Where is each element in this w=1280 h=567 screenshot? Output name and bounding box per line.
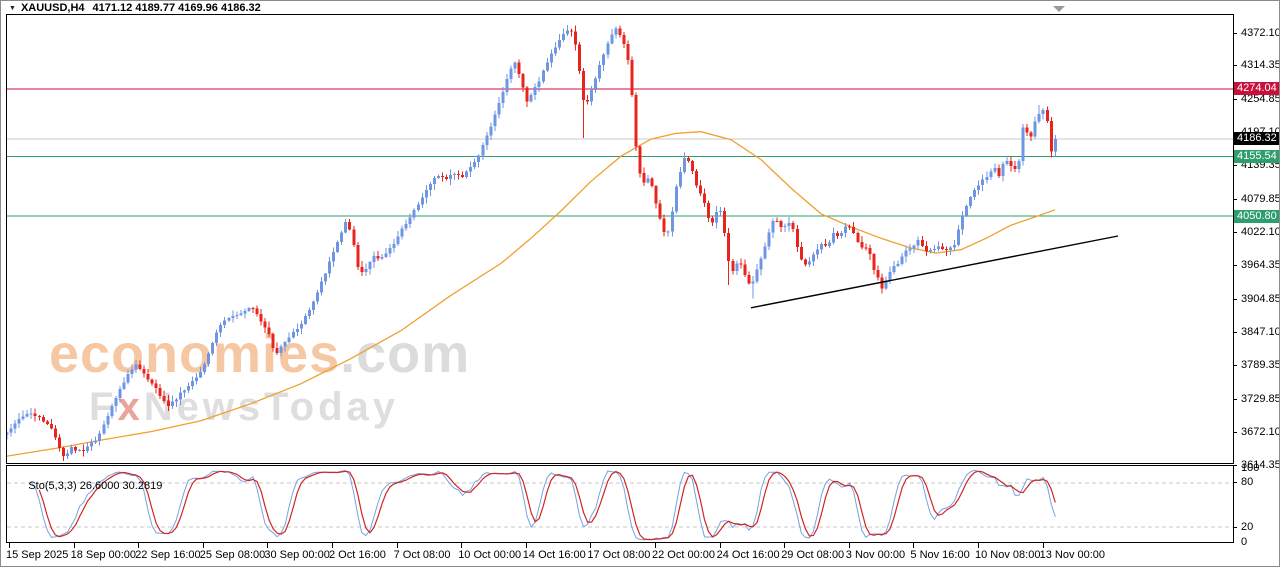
time-label: 22 Oct 00:00 xyxy=(652,549,715,561)
chart-title: ▼ XAUUSD,H4 4171.12 4189.77 4169.96 4186… xyxy=(9,2,261,14)
price-tick xyxy=(1233,398,1237,400)
time-label: 15 Sep 2025 xyxy=(6,549,69,561)
price-level-badge-support: 4050.80 xyxy=(1234,209,1279,223)
time-tick xyxy=(461,543,463,548)
price-tick-label: 3614.35 xyxy=(1241,458,1280,471)
stochastic-canvas[interactable] xyxy=(7,466,1233,542)
price-tick xyxy=(1233,32,1237,34)
stochastic-pane[interactable]: Sto(5,3,3) 26.6000 30.2819 xyxy=(6,465,1234,543)
price-tick xyxy=(1233,232,1237,233)
price-tick-label: 4254.85 xyxy=(1241,93,1280,106)
time-label: 25 Sep 08:00 xyxy=(199,549,266,561)
candles-bear xyxy=(33,25,1053,462)
time-tick xyxy=(848,543,850,548)
time-tick xyxy=(202,543,204,548)
time-label: 18 Sep 00:00 xyxy=(70,549,137,561)
price-tick xyxy=(1233,298,1237,300)
price-tick-label: 4372.10 xyxy=(1241,26,1280,39)
price-tick-label: 3672.10 xyxy=(1241,425,1280,438)
time-label: 29 Oct 08:00 xyxy=(781,549,845,561)
stoch-scale-label: 100 xyxy=(1241,461,1260,474)
time-label: 24 Oct 16:00 xyxy=(716,549,780,561)
time-tick xyxy=(1042,543,1044,548)
stoch-scale-label: 0 xyxy=(1241,535,1248,548)
price-tick xyxy=(1233,265,1237,266)
price-tick-label: 3904.85 xyxy=(1241,292,1280,305)
time-tick xyxy=(138,543,140,548)
stoch-scale-label: 20 xyxy=(1241,520,1254,533)
price-chart-canvas[interactable] xyxy=(7,15,1233,463)
time-label: 3 Nov 00:00 xyxy=(845,549,906,561)
last-bar-shift-marker-icon xyxy=(1053,6,1065,12)
price-tick xyxy=(1233,331,1237,333)
ohlc-values: 4171.12 4189.77 4169.96 4186.32 xyxy=(92,2,261,14)
price-level-badge-current-price: 4186.32 xyxy=(1234,132,1279,146)
stoch-tick xyxy=(1233,482,1237,484)
price-tick-label: 4314.35 xyxy=(1241,59,1280,72)
stoch-scale-label: 80 xyxy=(1241,476,1254,489)
price-tick xyxy=(1233,464,1237,466)
price-tick xyxy=(1233,65,1237,67)
price-level-badge-resistance: 4274.04 xyxy=(1234,82,1279,96)
symbol-timeframe-label: XAUUSD,H4 xyxy=(20,2,85,14)
time-label: 5 Nov 16:00 xyxy=(910,549,970,561)
time-label: 10 Oct 00:00 xyxy=(458,549,522,561)
time-label: 7 Oct 08:00 xyxy=(393,549,451,561)
price-tick-label: 3847.10 xyxy=(1241,325,1280,338)
time-tick xyxy=(525,543,527,548)
stochastic-label: Sto(5,3,3) 26.6000 30.2819 xyxy=(10,468,162,504)
time-tick xyxy=(913,543,915,548)
stochastic-main-value: 26.6000 xyxy=(79,480,120,492)
ascending-trendline[interactable] xyxy=(750,235,1119,309)
stochastic-name: Sto(5,3,3) xyxy=(28,480,77,492)
price-tick xyxy=(1233,431,1237,433)
stochastic-signal-value: 30.2819 xyxy=(122,480,163,492)
time-tick xyxy=(655,543,656,548)
price-tick-label: 3729.85 xyxy=(1241,392,1280,405)
time-label: 17 Oct 08:00 xyxy=(587,549,651,561)
price-tick xyxy=(1233,199,1237,201)
price-tick-label: 3789.35 xyxy=(1241,358,1280,371)
time-label: 22 Sep 16:00 xyxy=(135,549,201,561)
symbol-dropdown-caret[interactable]: ▼ xyxy=(9,4,16,12)
time-tick xyxy=(332,543,333,548)
main-chart-pane[interactable]: economies.com FxNewsToday xyxy=(6,14,1234,464)
time-label: 10 Nov 08:00 xyxy=(975,549,1041,561)
time-tick xyxy=(396,543,398,548)
price-tick-label: 4079.85 xyxy=(1241,193,1280,206)
time-tick xyxy=(267,543,269,548)
time-label: 14 Oct 16:00 xyxy=(522,549,586,561)
time-label: 13 Nov 00:00 xyxy=(1039,549,1106,561)
time-tick xyxy=(9,543,10,548)
stoch-tick xyxy=(1233,526,1237,528)
time-label: 2 Oct 16:00 xyxy=(329,549,386,561)
price-tick xyxy=(1233,99,1237,101)
price-tick xyxy=(1233,165,1237,167)
time-tick xyxy=(978,543,979,548)
price-tick-label: 4022.10 xyxy=(1241,226,1280,238)
price-tick xyxy=(1233,364,1237,366)
price-tick-label: 3964.35 xyxy=(1241,259,1280,271)
time-tick xyxy=(73,543,75,548)
time-tick xyxy=(719,543,721,548)
stoch-signal-line xyxy=(38,470,1056,541)
time-tick xyxy=(784,543,786,548)
time-label: 30 Sep 00:00 xyxy=(264,549,330,561)
price-level-badge-minor-support: 4155.54 xyxy=(1234,150,1279,163)
candles-bull xyxy=(7,25,1057,460)
time-tick xyxy=(590,543,592,548)
moving-average-line[interactable] xyxy=(7,131,1056,457)
